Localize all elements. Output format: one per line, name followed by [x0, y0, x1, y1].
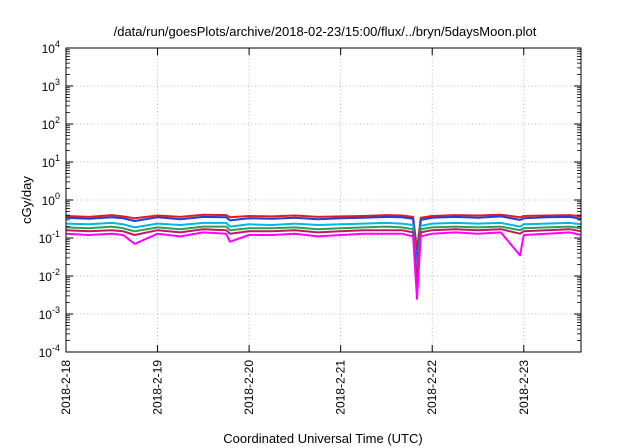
x-tick-label: 2018-2-20 — [242, 360, 256, 415]
y-tick-label: 104 — [42, 39, 60, 56]
series-line-3 — [65, 221, 582, 277]
y-tick-label: 10-2 — [39, 267, 60, 284]
y-ticks: 104 103 102 101 100 10-1 10-2 10-3 10-4 — [39, 39, 581, 360]
x-tick-label: 2018-2-22 — [425, 360, 439, 415]
x-axis-label: Coordinated Universal Time (UTC) — [223, 431, 422, 446]
y-tick-label: 10-1 — [39, 229, 60, 246]
y-tick-label: 101 — [42, 153, 60, 170]
series-line-1 — [65, 213, 582, 251]
series-line-4 — [65, 225, 582, 281]
series-line-6 — [65, 231, 582, 300]
x-tick-label: 2018-2-18 — [59, 360, 73, 415]
y-tick-label: 102 — [42, 115, 60, 132]
grid — [66, 48, 581, 352]
series-layer — [65, 213, 582, 300]
x-tick-label: 2018-2-23 — [517, 360, 531, 415]
y-tick-label: 103 — [42, 77, 60, 94]
x-ticks: 2018-2-18 2018-2-19 2018-2-20 2018-2-21 2018… — [59, 48, 531, 415]
x-tick-label: 2018-2-21 — [334, 360, 348, 415]
y-tick-label: 10-4 — [39, 343, 60, 360]
series-line-5 — [65, 228, 582, 286]
y-axis-label: cGy/day — [19, 176, 34, 224]
y-tick-label: 10-3 — [39, 305, 60, 322]
series-line-2 — [65, 215, 582, 266]
chart-title: /data/run/goesPlots/archive/2018-02-23/1… — [114, 24, 537, 39]
x-tick-label: 2018-2-19 — [151, 360, 165, 415]
y-tick-label: 100 — [42, 191, 60, 208]
